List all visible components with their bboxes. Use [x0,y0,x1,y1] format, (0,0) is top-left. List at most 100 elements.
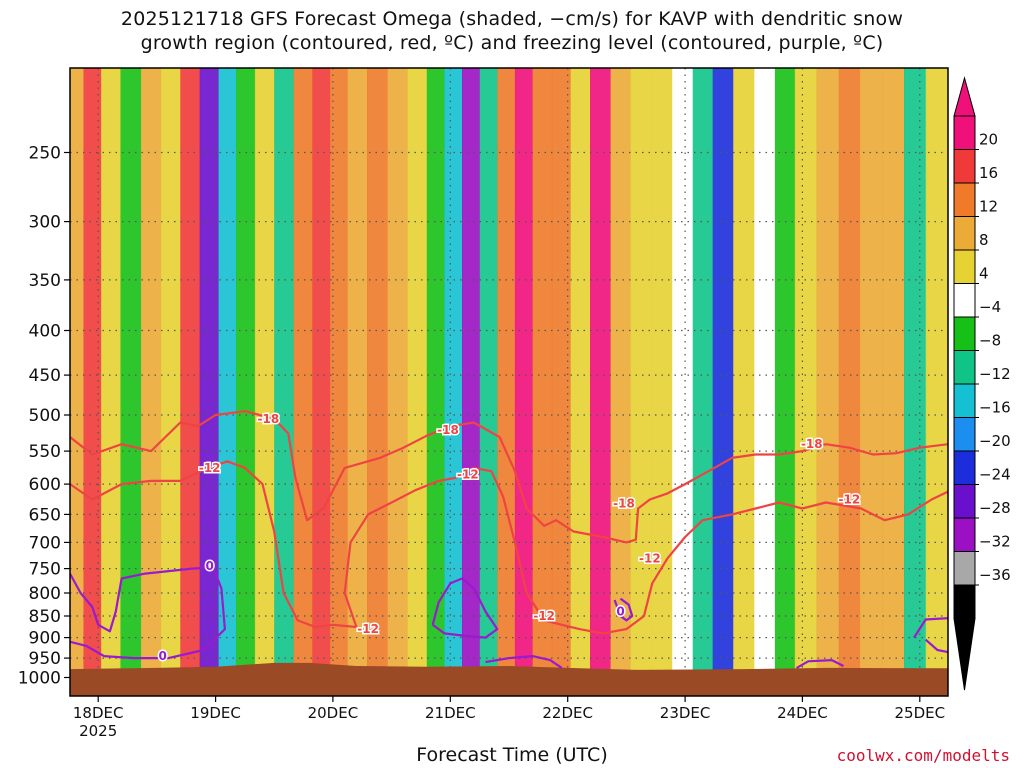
contour--18 [70,410,948,544]
colorbar-label: −24 [979,466,1011,484]
contour-label: -12 [457,468,479,482]
contour-label: -18 [258,412,280,426]
colorbar-label: −12 [979,365,1011,383]
contour-label: -18 [437,423,459,437]
x-tick-label: 23DEC [660,704,711,722]
contour-0-e [796,659,844,669]
x-tick-label: 24DEC [777,704,828,722]
omega-band [312,68,331,696]
omega-band [479,68,498,696]
colorbar-segment [953,249,976,284]
x-axis: 18DEC 19DEC 20DEC 21DEC 22DEC 23DEC 24DEC 25DEC… [73,696,945,740]
y-tick-label: 700 [29,533,61,553]
omega-band [570,68,591,696]
omega-band [120,68,142,696]
contour-label: -12 [839,493,861,507]
omega-band [882,68,905,696]
omega-band [387,68,408,696]
y-tick-label: 900 [29,629,61,649]
omega-band [161,68,181,696]
y-tick-label: 550 [29,442,61,462]
x-tick-label: 20DEC [308,704,359,722]
contour-0-d [485,655,563,669]
omega-band [407,68,428,696]
colorbar-label: 12 [979,198,998,216]
x-tick-label: 19DEC [190,704,241,722]
colorbar-segment [953,517,976,552]
omega-band [816,68,840,696]
contour-label: -18 [801,437,823,451]
y-tick-label: 800 [29,584,61,604]
omega-band [774,68,796,696]
colorbar-label: −32 [979,533,1011,551]
colorbar-label: −16 [979,399,1011,417]
colorbar-segment [953,383,976,418]
contour-label: -12 [357,622,379,636]
colorbar-label: −8 [979,332,1001,350]
contour-label: -12 [199,461,221,475]
x-tick-label: 25DEC [895,704,946,722]
colorbar-label: −28 [979,499,1011,517]
colorbar-label: 16 [979,164,998,182]
omega-band [218,68,237,696]
colorbar-segment [953,182,976,217]
colorbar-label: 4 [979,265,989,283]
omega-band [462,68,481,696]
contour-label: 0 [616,605,624,619]
contour-label: 0 [206,559,214,573]
colorbar-segment [953,350,976,385]
colorbar-segment [953,283,976,318]
y-tick-label: 500 [29,406,61,426]
omega-band [610,68,631,696]
omega-band [497,68,516,696]
plot-area: -18 -18 -18 -18 -12 -12 -12 -12 -12 -12 0 0 0 [70,68,948,696]
y-axis: 2503003504004505005506006507007508008509… [18,144,70,689]
omega-band [590,68,611,696]
colorbar-label: 8 [979,231,989,249]
y-tick-label: 750 [29,560,61,580]
omega-band [514,68,533,696]
chart-title-line-2: growth region (contoured, red, ºC) and f… [140,32,884,54]
y-tick-label: 600 [29,475,61,495]
colorbar-segment [953,216,976,251]
omega-band [672,68,694,696]
omega-band [293,68,313,696]
x-tick-label: 18DEC [73,704,124,722]
y-tick-label: 250 [29,144,61,164]
omega-band [651,68,673,696]
omega-shading [70,68,948,696]
contour-label: 0 [159,649,167,663]
omega-band [83,68,102,696]
omega-band [838,68,861,696]
omega-band [101,68,121,696]
contour-labels: -18 -18 -18 -18 -12 -12 -12 -12 -12 -12 0 0 0 [157,410,862,664]
omega-band [692,68,714,696]
grid-lines [70,68,948,696]
omega-band [254,68,275,696]
colorbar-segment [953,417,976,452]
contour-label: -18 [613,497,635,511]
colorbar-segment [953,316,976,351]
colorbar-label: −36 [979,566,1011,584]
colorbar-segment [953,450,976,485]
contour-0-b [431,577,499,639]
x-year-label: 2025 [79,722,117,740]
contour-0-g [924,638,948,654]
chart-title-line-1: 2025121718 GFS Forecast Omega (shaded, −… [120,8,904,30]
omega-band [236,68,256,696]
omega-band [444,68,463,696]
omega-band [70,68,84,696]
omega-band [794,68,817,696]
omega-band [199,68,219,696]
colorbar-segment [953,149,976,184]
contour-0 [70,566,226,660]
y-tick-label: 850 [29,607,61,627]
omega-band [712,68,734,696]
credit-link[interactable]: coolwx.com/modelts [836,746,1010,765]
colorbar-segment [953,584,976,619]
y-tick-label: 400 [29,322,61,342]
colorbar-label: −4 [979,298,1001,316]
x-tick-label: 22DEC [542,704,593,722]
omega-band [733,68,755,696]
